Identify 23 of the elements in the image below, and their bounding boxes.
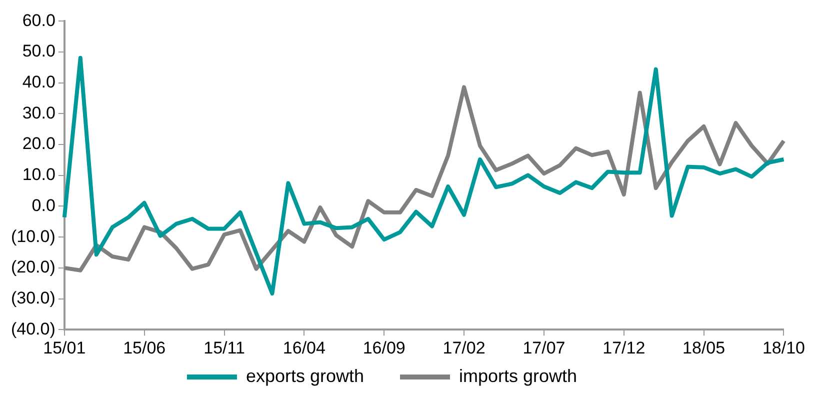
x-tick-label: 16/09 bbox=[362, 338, 406, 358]
x-tick-label: 15/01 bbox=[43, 338, 86, 358]
x-tick-label: 15/11 bbox=[204, 338, 245, 358]
y-tick-label: (20.0) bbox=[10, 258, 56, 277]
y-tick-label: 20.0 bbox=[22, 134, 56, 154]
y-tick-label: (10.0) bbox=[10, 226, 56, 246]
y-tick-label: (40.0) bbox=[10, 319, 56, 338]
legend-label: imports growth bbox=[459, 366, 608, 386]
x-tick-label: 18/10 bbox=[762, 338, 806, 358]
y-tick-label: 60.0 bbox=[22, 10, 56, 30]
y-tick-label: (30.0) bbox=[10, 288, 56, 308]
x-tick-label: 16/04 bbox=[282, 338, 326, 358]
y-tick-label: 40.0 bbox=[22, 72, 56, 92]
x-tick-label: 18/05 bbox=[682, 338, 726, 358]
x-tick-label: 15/06 bbox=[123, 338, 166, 358]
y-tick-label: 0.0 bbox=[32, 196, 56, 215]
y-tick-label: 30.0 bbox=[22, 103, 56, 122]
x-tick-label: 17/07 bbox=[522, 338, 566, 358]
x-tick-label: 17/12 bbox=[602, 338, 646, 358]
y-tick-label: 50.0 bbox=[22, 42, 56, 61]
y-tick-label: 10.0 bbox=[22, 165, 56, 184]
legend-label: exports growth bbox=[246, 366, 394, 386]
x-tick-label: 17/02 bbox=[442, 338, 486, 358]
